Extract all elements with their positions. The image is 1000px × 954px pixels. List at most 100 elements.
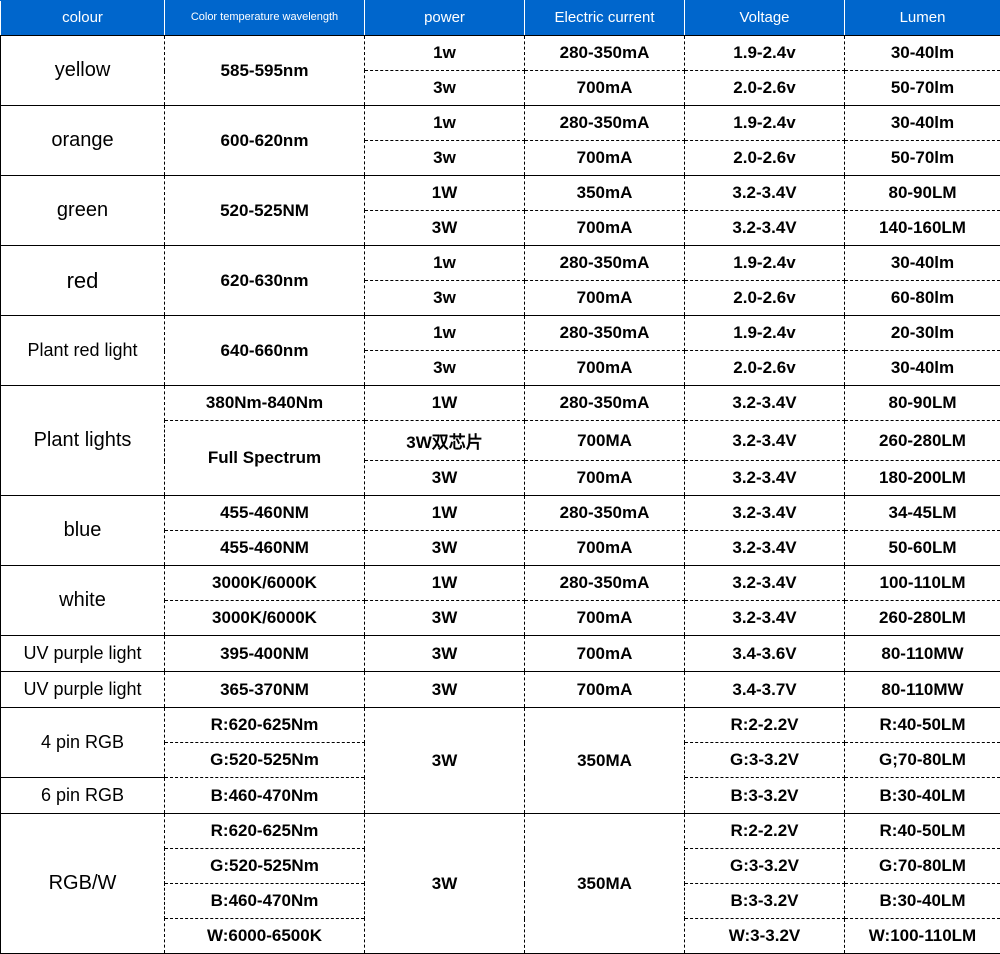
cell-lumen: 50-70lm: [845, 141, 1000, 176]
cell-colour: orange: [1, 106, 165, 176]
cell-wavelength: R:620-625Nm: [165, 814, 365, 849]
cell-current: 700mA: [525, 141, 685, 176]
cell-lumen: 80-90LM: [845, 386, 1000, 421]
cell-voltage: 3.2-3.4V: [685, 531, 845, 566]
cell-current: 700mA: [525, 601, 685, 636]
cell-power: 3W双芯片: [365, 421, 525, 461]
cell-power: 3W: [365, 531, 525, 566]
cell-current: 350mA: [525, 176, 685, 211]
cell-power: 3w: [365, 141, 525, 176]
cell-voltage: W:3-3.2V: [685, 919, 845, 954]
cell-current: 700mA: [525, 351, 685, 386]
cell-lumen: 30-40lm: [845, 246, 1000, 281]
cell-wavelength: G:520-525Nm: [165, 743, 365, 778]
cell-power: 1W: [365, 496, 525, 531]
cell-power: 3w: [365, 351, 525, 386]
cell-wavelength: 455-460NM: [165, 496, 365, 531]
cell-lumen: R:40-50LM: [845, 708, 1000, 743]
cell-colour: Plant lights: [1, 386, 165, 496]
cell-wavelength: W:6000-6500K: [165, 919, 365, 954]
cell-lumen: 260-280LM: [845, 421, 1000, 461]
table-row: red620-630nm1w280-350mA1.9-2.4v30-40lm: [1, 246, 1000, 281]
cell-current: 700mA: [525, 636, 685, 672]
cell-colour: blue: [1, 496, 165, 566]
cell-wavelength: 365-370NM: [165, 672, 365, 708]
cell-colour: UV purple light: [1, 672, 165, 708]
cell-voltage: 1.9-2.4v: [685, 106, 845, 141]
table-row: Plant lights380Nm-840Nm1W280-350mA3.2-3.…: [1, 386, 1000, 421]
cell-voltage: 2.0-2.6v: [685, 281, 845, 316]
cell-current: 280-350mA: [525, 246, 685, 281]
cell-current: 700mA: [525, 211, 685, 246]
cell-power: 3w: [365, 71, 525, 106]
cell-voltage: 3.2-3.4V: [685, 461, 845, 496]
cell-current: 700mA: [525, 71, 685, 106]
cell-wavelength: 620-630nm: [165, 246, 365, 316]
cell-power: 3W: [365, 814, 525, 954]
header-colour: colour: [1, 1, 165, 36]
table-row: blue455-460NM1W280-350mA3.2-3.4V34-45LM: [1, 496, 1000, 531]
cell-current: 350MA: [525, 814, 685, 954]
cell-voltage: 1.9-2.4v: [685, 246, 845, 281]
cell-power: 3w: [365, 281, 525, 316]
cell-lumen: 80-110MW: [845, 672, 1000, 708]
table-row: UV purple light395-400NM3W700mA3.4-3.6V8…: [1, 636, 1000, 672]
table-row: yellow585-595nm1w280-350mA1.9-2.4v30-40l…: [1, 36, 1000, 71]
cell-lumen: B:30-40LM: [845, 884, 1000, 919]
cell-wavelength: 520-525NM: [165, 176, 365, 246]
cell-wavelength: 3000K/6000K: [165, 601, 365, 636]
cell-wavelength: Full Spectrum: [165, 421, 365, 496]
cell-power: 3W: [365, 672, 525, 708]
cell-lumen: 80-90LM: [845, 176, 1000, 211]
cell-voltage: 3.4-3.6V: [685, 636, 845, 672]
cell-lumen: 30-40lm: [845, 106, 1000, 141]
cell-lumen: 260-280LM: [845, 601, 1000, 636]
cell-colour: white: [1, 566, 165, 636]
cell-current: 280-350mA: [525, 106, 685, 141]
table-row: UV purple light365-370NM3W700mA3.4-3.7V8…: [1, 672, 1000, 708]
cell-power: 1w: [365, 246, 525, 281]
cell-voltage: G:3-3.2V: [685, 849, 845, 884]
cell-voltage: 2.0-2.6v: [685, 71, 845, 106]
cell-power: 1W: [365, 566, 525, 601]
cell-lumen: 50-60LM: [845, 531, 1000, 566]
cell-lumen: 30-40lm: [845, 351, 1000, 386]
cell-lumen: 20-30lm: [845, 316, 1000, 351]
cell-voltage: R:2-2.2V: [685, 708, 845, 743]
cell-current: 700mA: [525, 281, 685, 316]
cell-current: 350MA: [525, 708, 685, 814]
cell-wavelength: 640-660nm: [165, 316, 365, 386]
cell-power: 1w: [365, 316, 525, 351]
table-row: 4 pin RGBR:620-625Nm3W350MAR:2-2.2VR:40-…: [1, 708, 1000, 743]
cell-lumen: 34-45LM: [845, 496, 1000, 531]
cell-current: 700mA: [525, 531, 685, 566]
cell-wavelength: 585-595nm: [165, 36, 365, 106]
cell-wavelength: 600-620nm: [165, 106, 365, 176]
cell-lumen: 180-200LM: [845, 461, 1000, 496]
cell-lumen: 80-110MW: [845, 636, 1000, 672]
table-row: RGB/WR:620-625Nm3W350MAR:2-2.2VR:40-50LM: [1, 814, 1000, 849]
cell-voltage: 3.2-3.4V: [685, 566, 845, 601]
cell-wavelength: 455-460NM: [165, 531, 365, 566]
table-row: green520-525NM1W350mA3.2-3.4V80-90LM: [1, 176, 1000, 211]
cell-lumen: 50-70lm: [845, 71, 1000, 106]
cell-voltage: 3.2-3.4V: [685, 601, 845, 636]
cell-lumen: 60-80lm: [845, 281, 1000, 316]
cell-current: 280-350mA: [525, 386, 685, 421]
cell-colour: Plant red light: [1, 316, 165, 386]
cell-colour: 6 pin RGB: [1, 778, 165, 814]
cell-voltage: 1.9-2.4v: [685, 316, 845, 351]
cell-power: 3W: [365, 211, 525, 246]
table-row: Plant red light640-660nm1w280-350mA1.9-2…: [1, 316, 1000, 351]
cell-power: 3W: [365, 636, 525, 672]
header-lumen: Lumen: [845, 1, 1000, 36]
cell-colour: UV purple light: [1, 636, 165, 672]
table-header-row: colour Color temperature wavelength powe…: [1, 1, 1000, 36]
cell-lumen: B:30-40LM: [845, 778, 1000, 814]
cell-current: 700mA: [525, 461, 685, 496]
cell-current: 280-350mA: [525, 316, 685, 351]
cell-wavelength: R:620-625Nm: [165, 708, 365, 743]
cell-power: 1W: [365, 386, 525, 421]
cell-lumen: G:70-80LM: [845, 849, 1000, 884]
cell-voltage: R:2-2.2V: [685, 814, 845, 849]
